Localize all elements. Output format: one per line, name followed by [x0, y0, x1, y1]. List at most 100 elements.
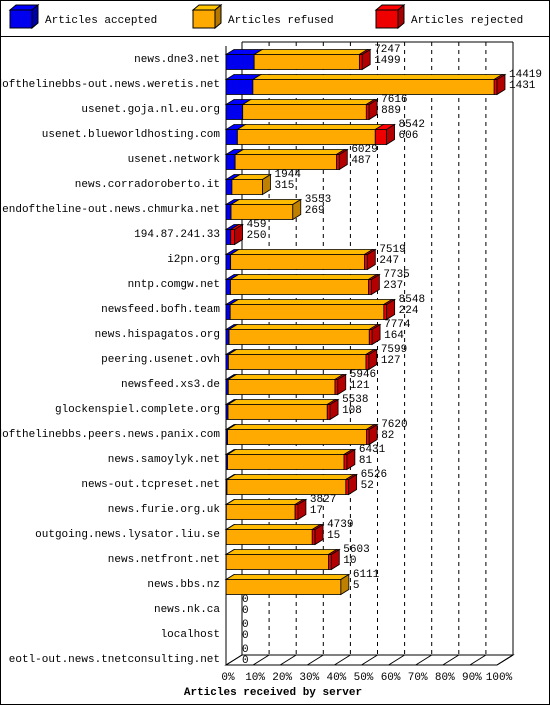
bar-side	[348, 473, 358, 496]
bar-segment	[228, 329, 370, 345]
y-tick-label: newsfeed.bofh.team	[101, 304, 220, 316]
x-tick-label: 30%	[299, 672, 319, 684]
bar-side	[496, 73, 506, 96]
y-tick-label: endofthelinebbs-out.news.weretis.net	[0, 79, 220, 91]
bar-segment	[358, 54, 363, 70]
total-label: 0	[242, 594, 249, 606]
bar-side	[346, 448, 356, 471]
y-tick-label: localhost	[161, 629, 220, 641]
total-label: 14419	[509, 69, 542, 81]
x-tick-label: 10%	[245, 672, 265, 684]
bar-top	[226, 399, 337, 405]
bar-side	[297, 498, 307, 521]
tick-mark	[252, 654, 270, 666]
bar-top	[235, 124, 385, 130]
tick-mark	[496, 654, 514, 666]
accepted-label: 1431	[509, 80, 536, 92]
y-tick-label: news.furie.org.uk	[108, 504, 221, 516]
x-tick-label: 20%	[272, 672, 292, 684]
legend-swatch	[9, 9, 33, 29]
bar-segment	[294, 504, 299, 520]
y-tick-label: peering.usenet.ovh	[101, 354, 220, 366]
total-label: 6111	[353, 569, 380, 581]
x-tick-label: 80%	[435, 672, 455, 684]
total-label: 8548	[399, 294, 425, 306]
bar-segment	[227, 454, 345, 470]
total-label: 3827	[310, 494, 336, 506]
bar-segment	[368, 279, 372, 295]
total-label: 5538	[342, 394, 368, 406]
bar-segment	[225, 304, 231, 320]
accepted-label: 52	[361, 480, 374, 492]
bar-top	[241, 99, 376, 105]
accepted-label: 269	[305, 205, 325, 217]
bar-top	[224, 524, 322, 530]
bar-side	[329, 398, 339, 421]
bar-segment	[236, 129, 376, 145]
tick-mark	[469, 654, 487, 666]
total-label: 7599	[381, 344, 407, 356]
bar-segment	[225, 504, 296, 520]
bar-top	[229, 249, 374, 255]
bar-top	[229, 274, 378, 280]
bar-segment	[345, 479, 350, 495]
bar-segment	[343, 454, 348, 470]
bar-segment	[365, 429, 370, 445]
total-label: 0	[242, 644, 249, 656]
bar-segment	[225, 329, 230, 345]
bar-segment	[230, 254, 365, 270]
bar-side	[368, 423, 378, 446]
y-tick-label: news.nk.ca	[154, 604, 220, 616]
total-label: 7774	[384, 319, 411, 331]
total-label: 7519	[379, 244, 405, 256]
bar-top	[251, 74, 504, 80]
accepted-label: 0	[242, 655, 249, 667]
bar-segment	[226, 479, 347, 495]
bar-top	[226, 449, 354, 455]
accepted-label: 81	[359, 455, 373, 467]
accepted-label: 889	[381, 105, 401, 117]
bar-top	[224, 549, 338, 555]
bar-segment	[231, 179, 263, 195]
bar-top	[233, 149, 346, 155]
bar-side	[314, 523, 324, 546]
bar-segment	[328, 554, 332, 570]
tick-mark	[279, 654, 297, 666]
bar-segment	[326, 404, 331, 420]
bar-side	[330, 548, 340, 571]
bar-segment	[229, 304, 385, 320]
bar-side	[386, 123, 395, 146]
bar-segment	[242, 104, 367, 120]
tick-mark	[388, 654, 405, 666]
bar-segment	[493, 79, 498, 95]
y-tick-label: newsfeed.xs3.de	[121, 379, 220, 391]
accepted-label: 315	[275, 180, 295, 192]
bar-segment	[230, 204, 294, 220]
tick-mark	[442, 654, 460, 666]
bar-segment	[225, 229, 232, 245]
bar-top	[226, 374, 345, 380]
total-label: 7735	[383, 269, 409, 281]
y-tick-label: 194.87.241.33	[134, 229, 220, 241]
bar-segment	[225, 104, 244, 120]
y-tick-label: usenet.blueworldhosting.com	[42, 129, 221, 141]
y-tick-label: endoftheline-out.news.chmurka.net	[2, 204, 220, 216]
accepted-label: 17	[310, 505, 323, 517]
total-label: 5603	[343, 544, 369, 556]
accepted-label: 164	[384, 330, 404, 342]
y-tick-label: news.dne3.net	[134, 54, 220, 66]
bar-top	[226, 349, 376, 355]
total-label: 8542	[399, 119, 425, 131]
accepted-label: 15	[327, 530, 340, 542]
bar-segment	[311, 529, 316, 545]
bar-top	[227, 324, 379, 330]
legend-swatch	[192, 9, 216, 29]
x-tick-label: 40%	[326, 672, 346, 684]
y-tick-label: nntp.comgw.net	[128, 279, 220, 291]
x-tick-label: 0%	[221, 672, 235, 684]
y-tick-label: endofthelinebbs.peers.news.panix.com	[0, 429, 220, 441]
x-tick-label: 50%	[354, 672, 374, 684]
total-label: 1944	[275, 169, 302, 181]
total-label: 4739	[327, 519, 353, 531]
